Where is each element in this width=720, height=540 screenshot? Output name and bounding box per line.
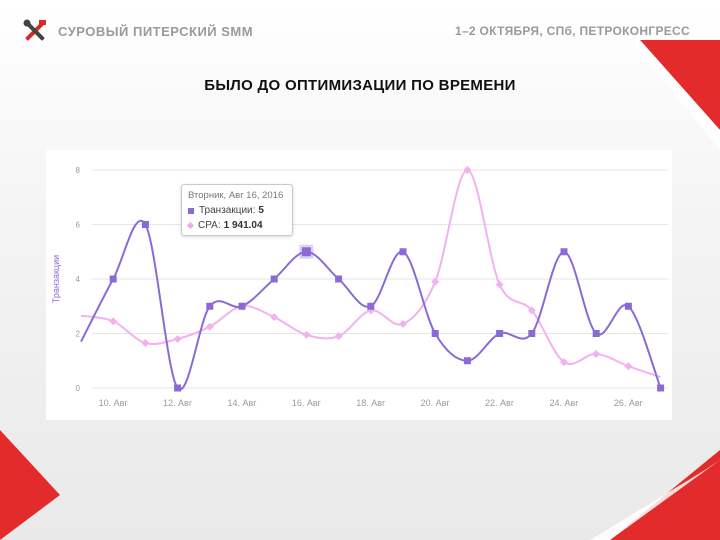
decor-corner-bottom-right — [590, 450, 720, 540]
tooltip-transactions-label: Транзакции: — [199, 205, 256, 216]
x-tick-label: 12. Авг — [163, 398, 193, 408]
y-tick-label: 2 — [76, 330, 81, 339]
brand-name: СУРОВЫЙ ПИТЕРСКИЙ SMM — [58, 24, 254, 39]
data-point-cpa — [270, 313, 279, 322]
tooltip-date: Вторник, Авг 16, 2016 — [188, 190, 284, 201]
data-point-transactions — [270, 275, 278, 283]
y-tick-label: 4 — [76, 275, 81, 284]
tooltip-transactions-marker — [188, 207, 194, 214]
x-tick-label: 24. Авг — [549, 398, 579, 408]
data-point-transactions — [301, 247, 311, 257]
x-tick-label: 22. Авг — [485, 398, 515, 408]
y-tick-label: 6 — [76, 221, 81, 230]
data-point-cpa — [560, 358, 568, 367]
data-point-transactions — [560, 248, 568, 256]
tooltip-cpa-label: CPA: — [198, 220, 221, 231]
data-point-transactions — [238, 302, 246, 310]
data-point-cpa — [141, 339, 150, 348]
data-point-transactions — [399, 248, 407, 256]
data-point-transactions — [592, 330, 600, 337]
data-point-cpa — [205, 322, 214, 331]
data-point-cpa — [527, 306, 536, 315]
y-tick-label: 8 — [76, 166, 81, 175]
crossed-tools-icon — [23, 19, 46, 41]
data-point-cpa — [399, 319, 407, 328]
x-tick-label: 14. Авг — [227, 398, 257, 408]
tooltip-transactions-value: 5 — [258, 205, 264, 216]
event-info: 1–2 ОКТЯБРЯ, СПб, ПЕТРОКОНГРЕСС — [454, 24, 690, 38]
data-point-transactions — [174, 384, 182, 392]
data-point-transactions — [496, 330, 504, 337]
data-point-cpa — [302, 330, 311, 339]
chart-panel — [46, 150, 672, 420]
y-tick-label: 0 — [76, 384, 81, 393]
data-point-cpa — [109, 317, 118, 326]
data-point-transactions — [335, 275, 343, 283]
x-tick-label: 18. Авг — [356, 398, 386, 408]
data-point-cpa — [334, 332, 343, 341]
x-tick-label: 10. Авг — [99, 398, 129, 408]
slide-title: БЫЛО ДО ОПТИМИЗАЦИИ ПО ВРЕМЕНИ — [204, 77, 516, 94]
data-point-transactions — [463, 357, 471, 365]
data-point-transactions — [528, 330, 536, 337]
chart-tooltip: Вторник, Авг 16, 2016 Транзакции: 5 CPA:… — [181, 184, 293, 236]
decor-corner-bottom-left — [0, 430, 60, 540]
decor-corner-top-right — [630, 40, 720, 150]
data-point-transactions — [431, 330, 439, 337]
tooltip-cpa-value: 1 941.04 — [223, 220, 263, 231]
x-tick-label: 26. Авг — [614, 398, 644, 408]
data-point-transactions — [109, 275, 117, 283]
x-tick-label: 20. Авг — [421, 398, 451, 408]
data-point-transactions — [206, 302, 214, 310]
x-tick-label: 16. Авг — [292, 398, 322, 408]
data-point-cpa — [431, 277, 440, 286]
data-point-transactions — [657, 384, 665, 392]
tooltip-cpa-marker — [186, 221, 195, 230]
y-axis-label: Транзакции — [51, 255, 61, 303]
data-point-cpa — [495, 280, 504, 289]
data-point-transactions — [141, 221, 149, 228]
data-point-cpa — [463, 166, 472, 174]
data-point-transactions — [367, 302, 375, 310]
slide-header: СУРОВЫЙ ПИТЕРСКИЙ SMM 1–2 ОКТЯБРЯ, СПб, … — [0, 0, 720, 60]
data-point-transactions — [624, 302, 632, 310]
data-point-cpa — [624, 362, 633, 371]
data-point-cpa — [173, 334, 182, 343]
data-point-cpa — [592, 349, 601, 358]
